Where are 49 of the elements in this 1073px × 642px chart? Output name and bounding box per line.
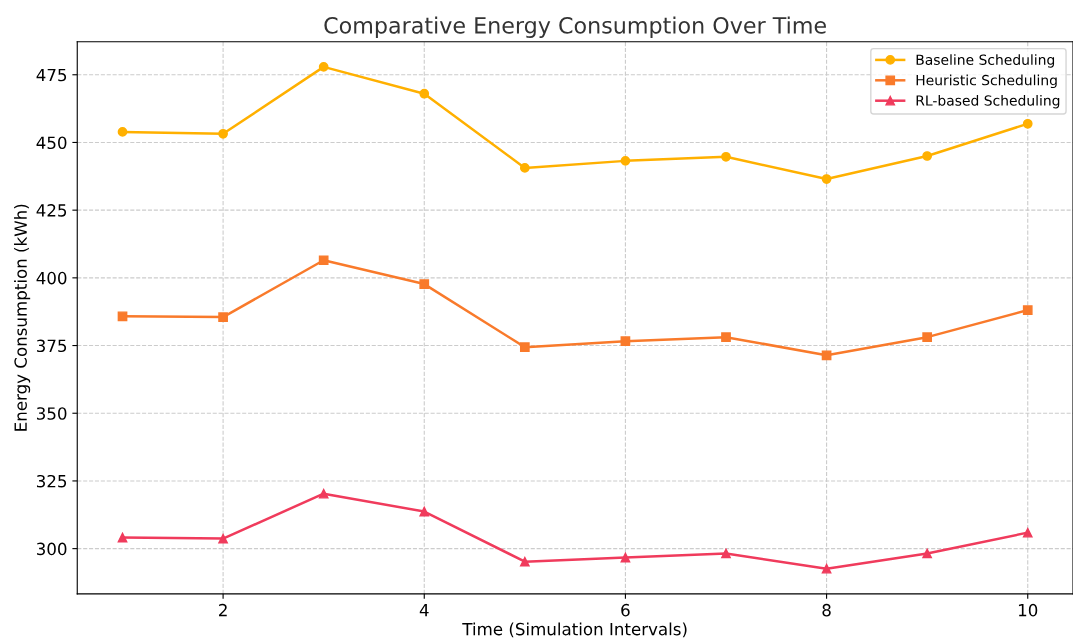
point — [318, 255, 329, 266]
point — [519, 556, 530, 567]
point — [922, 548, 933, 559]
point — [419, 88, 430, 99]
point — [922, 332, 933, 343]
point — [721, 332, 731, 343]
y-tick-label: 350 — [36, 407, 67, 420]
point — [419, 279, 430, 289]
x-tick-label: 6 — [621, 603, 630, 617]
y-tick-label: 450 — [36, 136, 67, 150]
point — [318, 62, 329, 72]
point — [218, 312, 228, 322]
point — [519, 163, 530, 173]
point — [620, 552, 631, 563]
point — [821, 563, 832, 574]
point — [821, 350, 832, 361]
point — [218, 128, 228, 139]
point — [620, 156, 631, 166]
point — [821, 174, 832, 184]
x-tick-label: 10 — [1018, 603, 1038, 617]
x-tick-label: 8 — [822, 603, 831, 617]
x-tick-label: 2 — [219, 603, 227, 617]
legend-label: Baseline Scheduling — [916, 54, 1055, 68]
point — [922, 151, 933, 161]
point — [1022, 305, 1033, 315]
point — [1022, 527, 1033, 538]
point — [620, 336, 631, 347]
y-tick-label: 325 — [36, 474, 67, 488]
point — [318, 488, 329, 499]
chart-title: Comparative Energy Consumption Over Time — [324, 16, 826, 39]
point — [218, 533, 228, 544]
x-tick-label: 4 — [419, 604, 429, 617]
y-tick-label: 400 — [36, 271, 67, 285]
y-tick-label: 300 — [36, 542, 67, 556]
point — [117, 532, 128, 543]
point — [519, 342, 530, 353]
y-tick-label: 375 — [36, 339, 67, 353]
point — [117, 311, 128, 322]
legend-label: RL-based Scheduling — [916, 95, 1060, 109]
legend-label: Heuristic Scheduling — [916, 74, 1057, 89]
y-tick-label: 475 — [36, 68, 67, 82]
x-axis-title: Time (Simulation Intervals) — [462, 622, 687, 638]
point — [419, 506, 430, 517]
point — [117, 127, 128, 137]
y-axis-title: Energy Consumption (kWh) — [14, 204, 31, 431]
point — [721, 548, 731, 559]
y-tick-label: 425 — [36, 204, 67, 217]
point — [721, 151, 731, 162]
point — [1022, 118, 1033, 129]
